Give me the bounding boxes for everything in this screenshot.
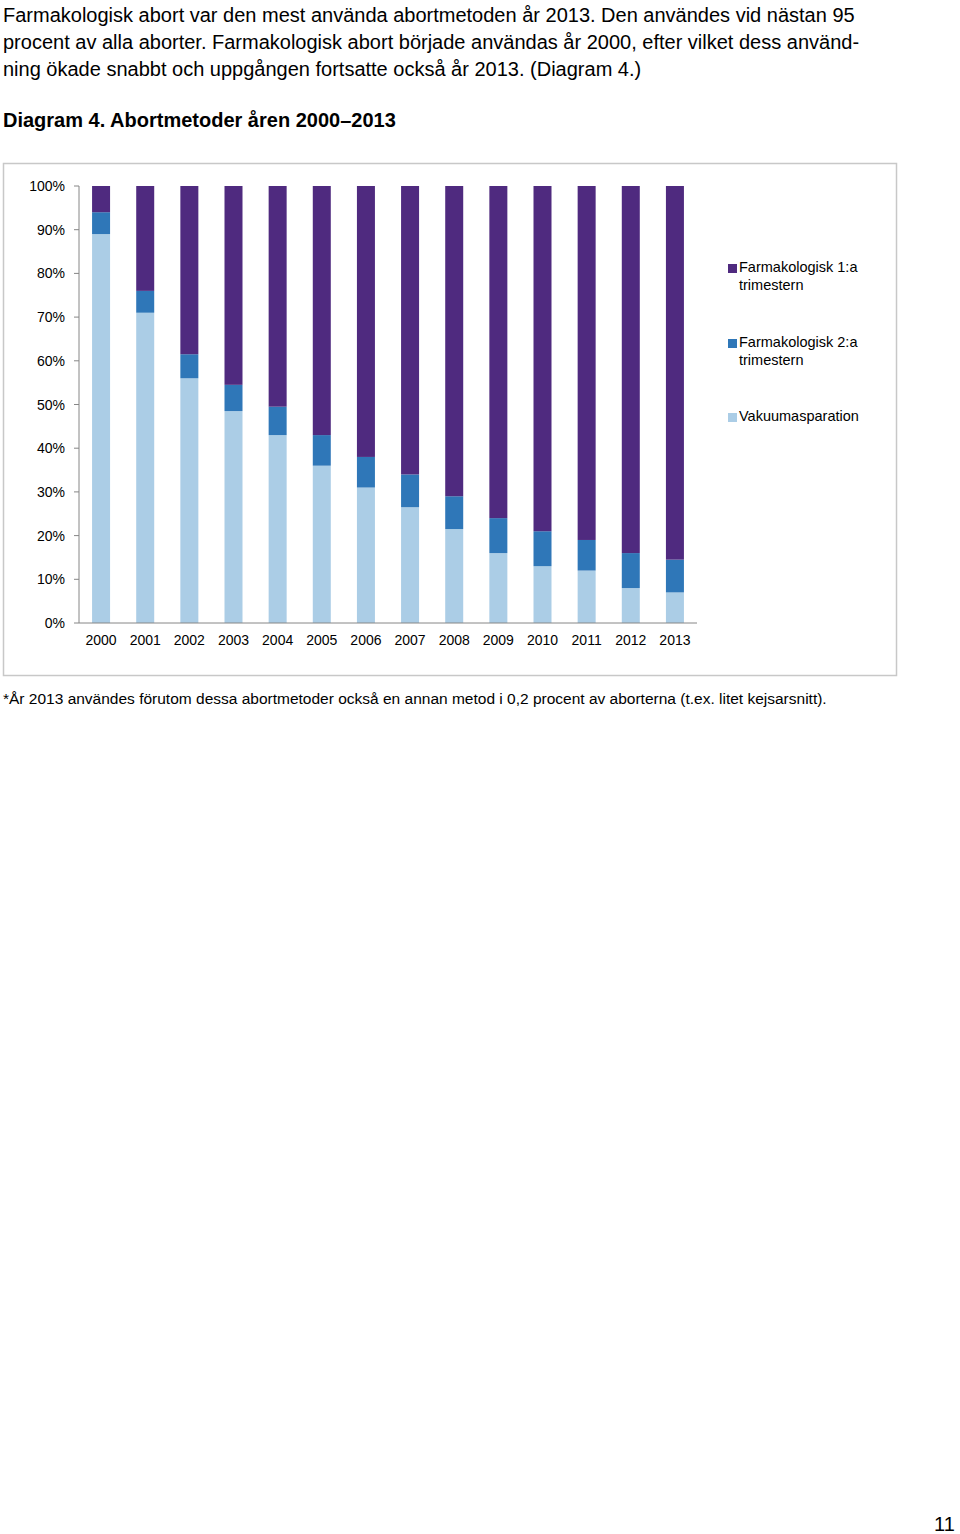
y-tick	[74, 229, 79, 230]
x-axis	[79, 623, 697, 624]
bar-segment	[269, 186, 287, 407]
bar-segment	[225, 411, 243, 623]
page-number: 11	[934, 1512, 955, 1534]
legend-swatch	[728, 413, 737, 422]
y-axis	[79, 186, 80, 623]
y-tick	[74, 579, 79, 580]
x-tick-label: 2005	[306, 632, 337, 648]
bar-segment	[578, 186, 596, 540]
bar-segment	[578, 571, 596, 623]
bar-segment	[225, 186, 243, 385]
bar-segment	[578, 540, 596, 571]
y-tick-label: 80%	[37, 265, 65, 281]
bar-segment	[401, 507, 419, 623]
x-tick-label: 2002	[174, 632, 205, 648]
y-tick-label: 10%	[37, 571, 65, 587]
y-tick-label: 70%	[37, 309, 65, 325]
y-tick-label: 100%	[29, 178, 65, 194]
legend-swatch	[728, 264, 737, 273]
x-tick-label: 2004	[262, 632, 293, 648]
legend-label: Farmakologisk 2:a trimestern	[739, 333, 864, 369]
bar-segment	[269, 435, 287, 623]
bar-segment	[92, 212, 110, 234]
bar-segment	[313, 466, 331, 623]
x-tick-label: 2012	[615, 632, 646, 648]
bar-segment	[313, 186, 331, 435]
footnote: *År 2013 användes förutom dessa abortmet…	[3, 689, 827, 709]
y-tick	[74, 491, 79, 492]
bar-segment	[313, 435, 331, 466]
y-tick-label: 40%	[37, 440, 65, 456]
bars	[92, 186, 684, 623]
y-tick	[74, 317, 79, 318]
bar-segment	[92, 234, 110, 623]
bar-segment	[357, 488, 375, 623]
paragraph-line: ning ökade snabbt och uppgången fortsatt…	[3, 57, 641, 81]
bar-segment	[666, 186, 684, 560]
bar-segment	[666, 592, 684, 623]
bar-segment	[357, 186, 375, 457]
bar-segment	[622, 186, 640, 553]
y-tick	[74, 623, 79, 624]
bar-segment	[180, 186, 198, 354]
y-tick	[74, 186, 79, 187]
x-tick-label: 2000	[85, 632, 116, 648]
bar-segment	[445, 496, 463, 529]
paragraph-line: Farmakologisk abort var den mest använda…	[3, 3, 855, 27]
bar-segment	[401, 186, 419, 474]
bar-segment	[445, 186, 463, 496]
bar-segment	[180, 378, 198, 623]
bar-segment	[534, 531, 552, 566]
chart-frame	[4, 164, 897, 676]
x-tick-label: 2010	[527, 632, 558, 648]
bar-segment	[225, 385, 243, 411]
y-tick-label: 60%	[37, 353, 65, 369]
y-tick-label: 90%	[37, 222, 65, 238]
bar-segment	[269, 407, 287, 435]
bar-segment	[534, 566, 552, 623]
y-tick	[74, 535, 79, 536]
x-tick-label: 2013	[659, 632, 690, 648]
paragraph-line: procent av alla aborter. Farmakologisk a…	[3, 30, 859, 54]
chart-title: Diagram 4. Abortmetoder åren 2000–2013	[3, 108, 396, 132]
x-tick-label: 2008	[439, 632, 470, 648]
y-tick	[74, 360, 79, 361]
bar-segment	[622, 553, 640, 588]
bar-segment	[666, 560, 684, 593]
legend-label: Farmakologisk 1:a trimestern	[739, 258, 864, 294]
y-tick-label: 50%	[37, 397, 65, 413]
bar-segment	[489, 518, 507, 553]
y-tick-label: 30%	[37, 484, 65, 500]
bar-segment	[489, 186, 507, 518]
bar-segment	[489, 553, 507, 623]
bar-segment	[357, 457, 375, 488]
y-tick-label: 0%	[45, 615, 65, 631]
y-tick	[74, 273, 79, 274]
x-tick-label: 2011	[572, 632, 602, 648]
x-tick-label: 2009	[483, 632, 514, 648]
bar-segment	[622, 588, 640, 623]
bar-segment	[180, 354, 198, 378]
legend-swatch	[728, 339, 737, 348]
bar-segment	[136, 186, 154, 291]
bar-segment	[534, 186, 552, 531]
x-tick-label: 2007	[394, 632, 425, 648]
bar-segment	[92, 186, 110, 212]
legend-label: Vakuumasparation	[739, 407, 864, 425]
bar-segment	[401, 474, 419, 507]
x-tick-label: 2003	[218, 632, 249, 648]
x-tick-label: 2006	[350, 632, 381, 648]
y-tick	[74, 404, 79, 405]
bar-segment	[136, 313, 154, 623]
x-tick-label: 2001	[130, 632, 161, 648]
y-tick-label: 20%	[37, 528, 65, 544]
bar-segment	[136, 291, 154, 313]
y-tick	[74, 448, 79, 449]
bar-segment	[445, 529, 463, 623]
